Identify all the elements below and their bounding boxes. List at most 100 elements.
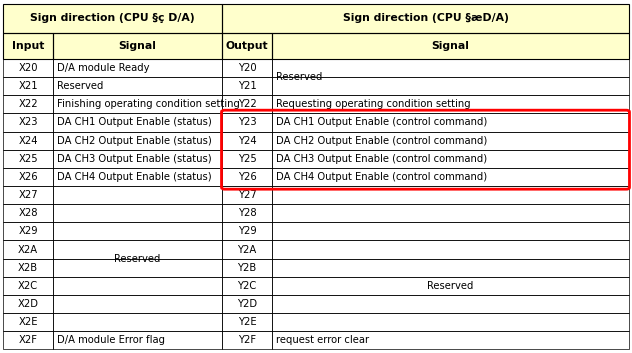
Bar <box>53 331 222 349</box>
Text: Y2C: Y2C <box>238 281 257 291</box>
Text: DA CH2 Output Enable (control command): DA CH2 Output Enable (control command) <box>276 136 487 145</box>
Text: X2E: X2E <box>18 317 38 327</box>
Bar <box>3 4 222 33</box>
Text: D/A module Ready: D/A module Ready <box>57 63 150 73</box>
Text: Finishing operating condition setting: Finishing operating condition setting <box>57 99 240 109</box>
Text: Input: Input <box>12 41 44 51</box>
Bar <box>3 59 53 77</box>
Text: Y20: Y20 <box>238 63 257 73</box>
Text: X2F: X2F <box>19 335 38 345</box>
Bar <box>3 33 53 59</box>
Text: D/A module Error flag: D/A module Error flag <box>57 335 165 345</box>
Bar <box>53 95 222 113</box>
Text: Sign direction (CPU §ç D/A): Sign direction (CPU §ç D/A) <box>30 13 195 23</box>
Text: Reserved: Reserved <box>276 72 322 82</box>
Bar <box>222 259 272 277</box>
Bar <box>222 204 272 222</box>
Bar <box>222 240 272 259</box>
Bar <box>272 204 629 222</box>
Bar <box>3 168 53 186</box>
Bar <box>222 95 272 113</box>
Text: DA CH3 Output Enable (control command): DA CH3 Output Enable (control command) <box>276 154 487 164</box>
Bar <box>3 259 53 277</box>
Text: DA CH3 Output Enable (status): DA CH3 Output Enable (status) <box>57 154 212 164</box>
Bar <box>222 168 272 186</box>
Bar <box>272 277 629 295</box>
Bar <box>53 77 222 95</box>
Bar <box>222 331 272 349</box>
Bar <box>3 240 53 259</box>
Bar <box>272 240 629 259</box>
Bar <box>272 259 629 277</box>
Text: X22: X22 <box>18 99 38 109</box>
Text: Y2E: Y2E <box>238 317 257 327</box>
Text: Y22: Y22 <box>238 99 257 109</box>
Bar <box>222 295 272 313</box>
Bar <box>53 33 222 59</box>
Bar <box>222 313 272 331</box>
Text: Y2F: Y2F <box>238 335 256 345</box>
Bar <box>53 277 222 295</box>
Text: Y2D: Y2D <box>237 299 257 309</box>
Bar <box>222 4 629 33</box>
Text: Reserved: Reserved <box>57 81 104 91</box>
Bar <box>272 331 629 349</box>
Text: Y21: Y21 <box>238 81 257 91</box>
Bar <box>222 132 272 150</box>
Bar <box>3 95 53 113</box>
Bar <box>222 186 272 204</box>
Bar <box>272 186 629 204</box>
Bar <box>222 150 272 168</box>
Bar <box>272 222 629 240</box>
Text: Signal: Signal <box>432 41 470 51</box>
Bar <box>222 113 272 132</box>
Bar <box>3 132 53 150</box>
Bar <box>3 295 53 313</box>
Text: Sign direction (CPU §æD/A): Sign direction (CPU §æD/A) <box>343 13 508 23</box>
Bar <box>3 222 53 240</box>
Text: Y29: Y29 <box>238 226 257 237</box>
Text: X2D: X2D <box>18 299 39 309</box>
Bar <box>3 77 53 95</box>
Bar <box>272 59 629 77</box>
Bar <box>53 259 222 277</box>
Text: X21: X21 <box>18 81 38 91</box>
Bar <box>272 113 629 132</box>
Bar <box>3 204 53 222</box>
Text: Y27: Y27 <box>238 190 257 200</box>
Bar <box>222 77 272 95</box>
Bar <box>272 95 629 113</box>
Bar <box>272 168 629 186</box>
Text: Signal: Signal <box>119 41 157 51</box>
Text: DA CH4 Output Enable (status): DA CH4 Output Enable (status) <box>57 172 212 182</box>
Bar <box>3 113 53 132</box>
Bar <box>53 150 222 168</box>
Text: Y25: Y25 <box>238 154 257 164</box>
Text: X24: X24 <box>18 136 38 145</box>
Bar <box>272 132 629 150</box>
Bar <box>53 33 222 59</box>
Bar <box>3 277 53 295</box>
Bar <box>53 295 222 313</box>
Bar <box>222 277 272 295</box>
Bar <box>53 204 222 222</box>
Bar <box>3 33 53 59</box>
Bar <box>272 313 629 331</box>
Text: Output: Output <box>226 41 269 51</box>
Text: DA CH4 Output Enable (control command): DA CH4 Output Enable (control command) <box>276 172 487 182</box>
Bar <box>272 77 629 95</box>
Text: Reserved: Reserved <box>427 281 474 291</box>
Bar <box>272 150 629 168</box>
Bar <box>272 295 629 313</box>
Text: DA CH1 Output Enable (status): DA CH1 Output Enable (status) <box>57 118 212 127</box>
Text: request error clear: request error clear <box>276 335 369 345</box>
Text: X2A: X2A <box>18 245 39 255</box>
Text: X29: X29 <box>18 226 38 237</box>
Text: X28: X28 <box>18 208 38 218</box>
Bar <box>272 33 629 59</box>
Text: X27: X27 <box>18 190 38 200</box>
Text: X2B: X2B <box>18 263 39 273</box>
Bar <box>53 113 222 132</box>
Bar <box>222 59 272 77</box>
Text: X25: X25 <box>18 154 38 164</box>
